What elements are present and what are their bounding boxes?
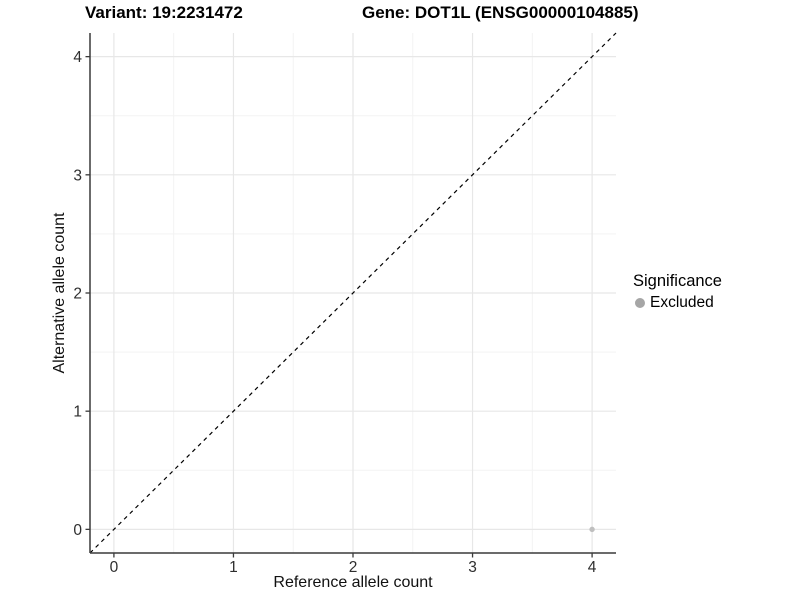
y-tick-label: 2	[73, 286, 82, 303]
legend-item-excluded: Excluded	[633, 294, 722, 312]
y-tick-label: 0	[73, 522, 82, 539]
identity-dashed-line	[89, 32, 617, 554]
legend: Significance Excluded	[633, 272, 722, 312]
x-tick-label: 2	[349, 559, 358, 576]
legend-item-label: Excluded	[650, 294, 714, 311]
y-tick-label: 4	[73, 49, 82, 66]
x-tick-label: 4	[588, 559, 597, 576]
legend-title: Significance	[633, 272, 722, 290]
x-tick-label: 0	[110, 559, 119, 576]
y-tick-label: 1	[73, 404, 82, 421]
legend-point-icon	[635, 298, 645, 308]
x-axis-title: Reference allele count	[273, 574, 433, 591]
plot-title-gene: Gene: DOT1L (ENSG00000104885)	[362, 3, 639, 22]
x-tick-label: 1	[229, 559, 238, 576]
x-tick-label: 3	[468, 559, 477, 576]
y-tick-label: 3	[73, 167, 82, 184]
data-point	[589, 526, 595, 533]
y-axis-title: Alternative allele count	[51, 212, 68, 374]
plot-title-variant: Variant: 19:2231472	[85, 3, 243, 22]
